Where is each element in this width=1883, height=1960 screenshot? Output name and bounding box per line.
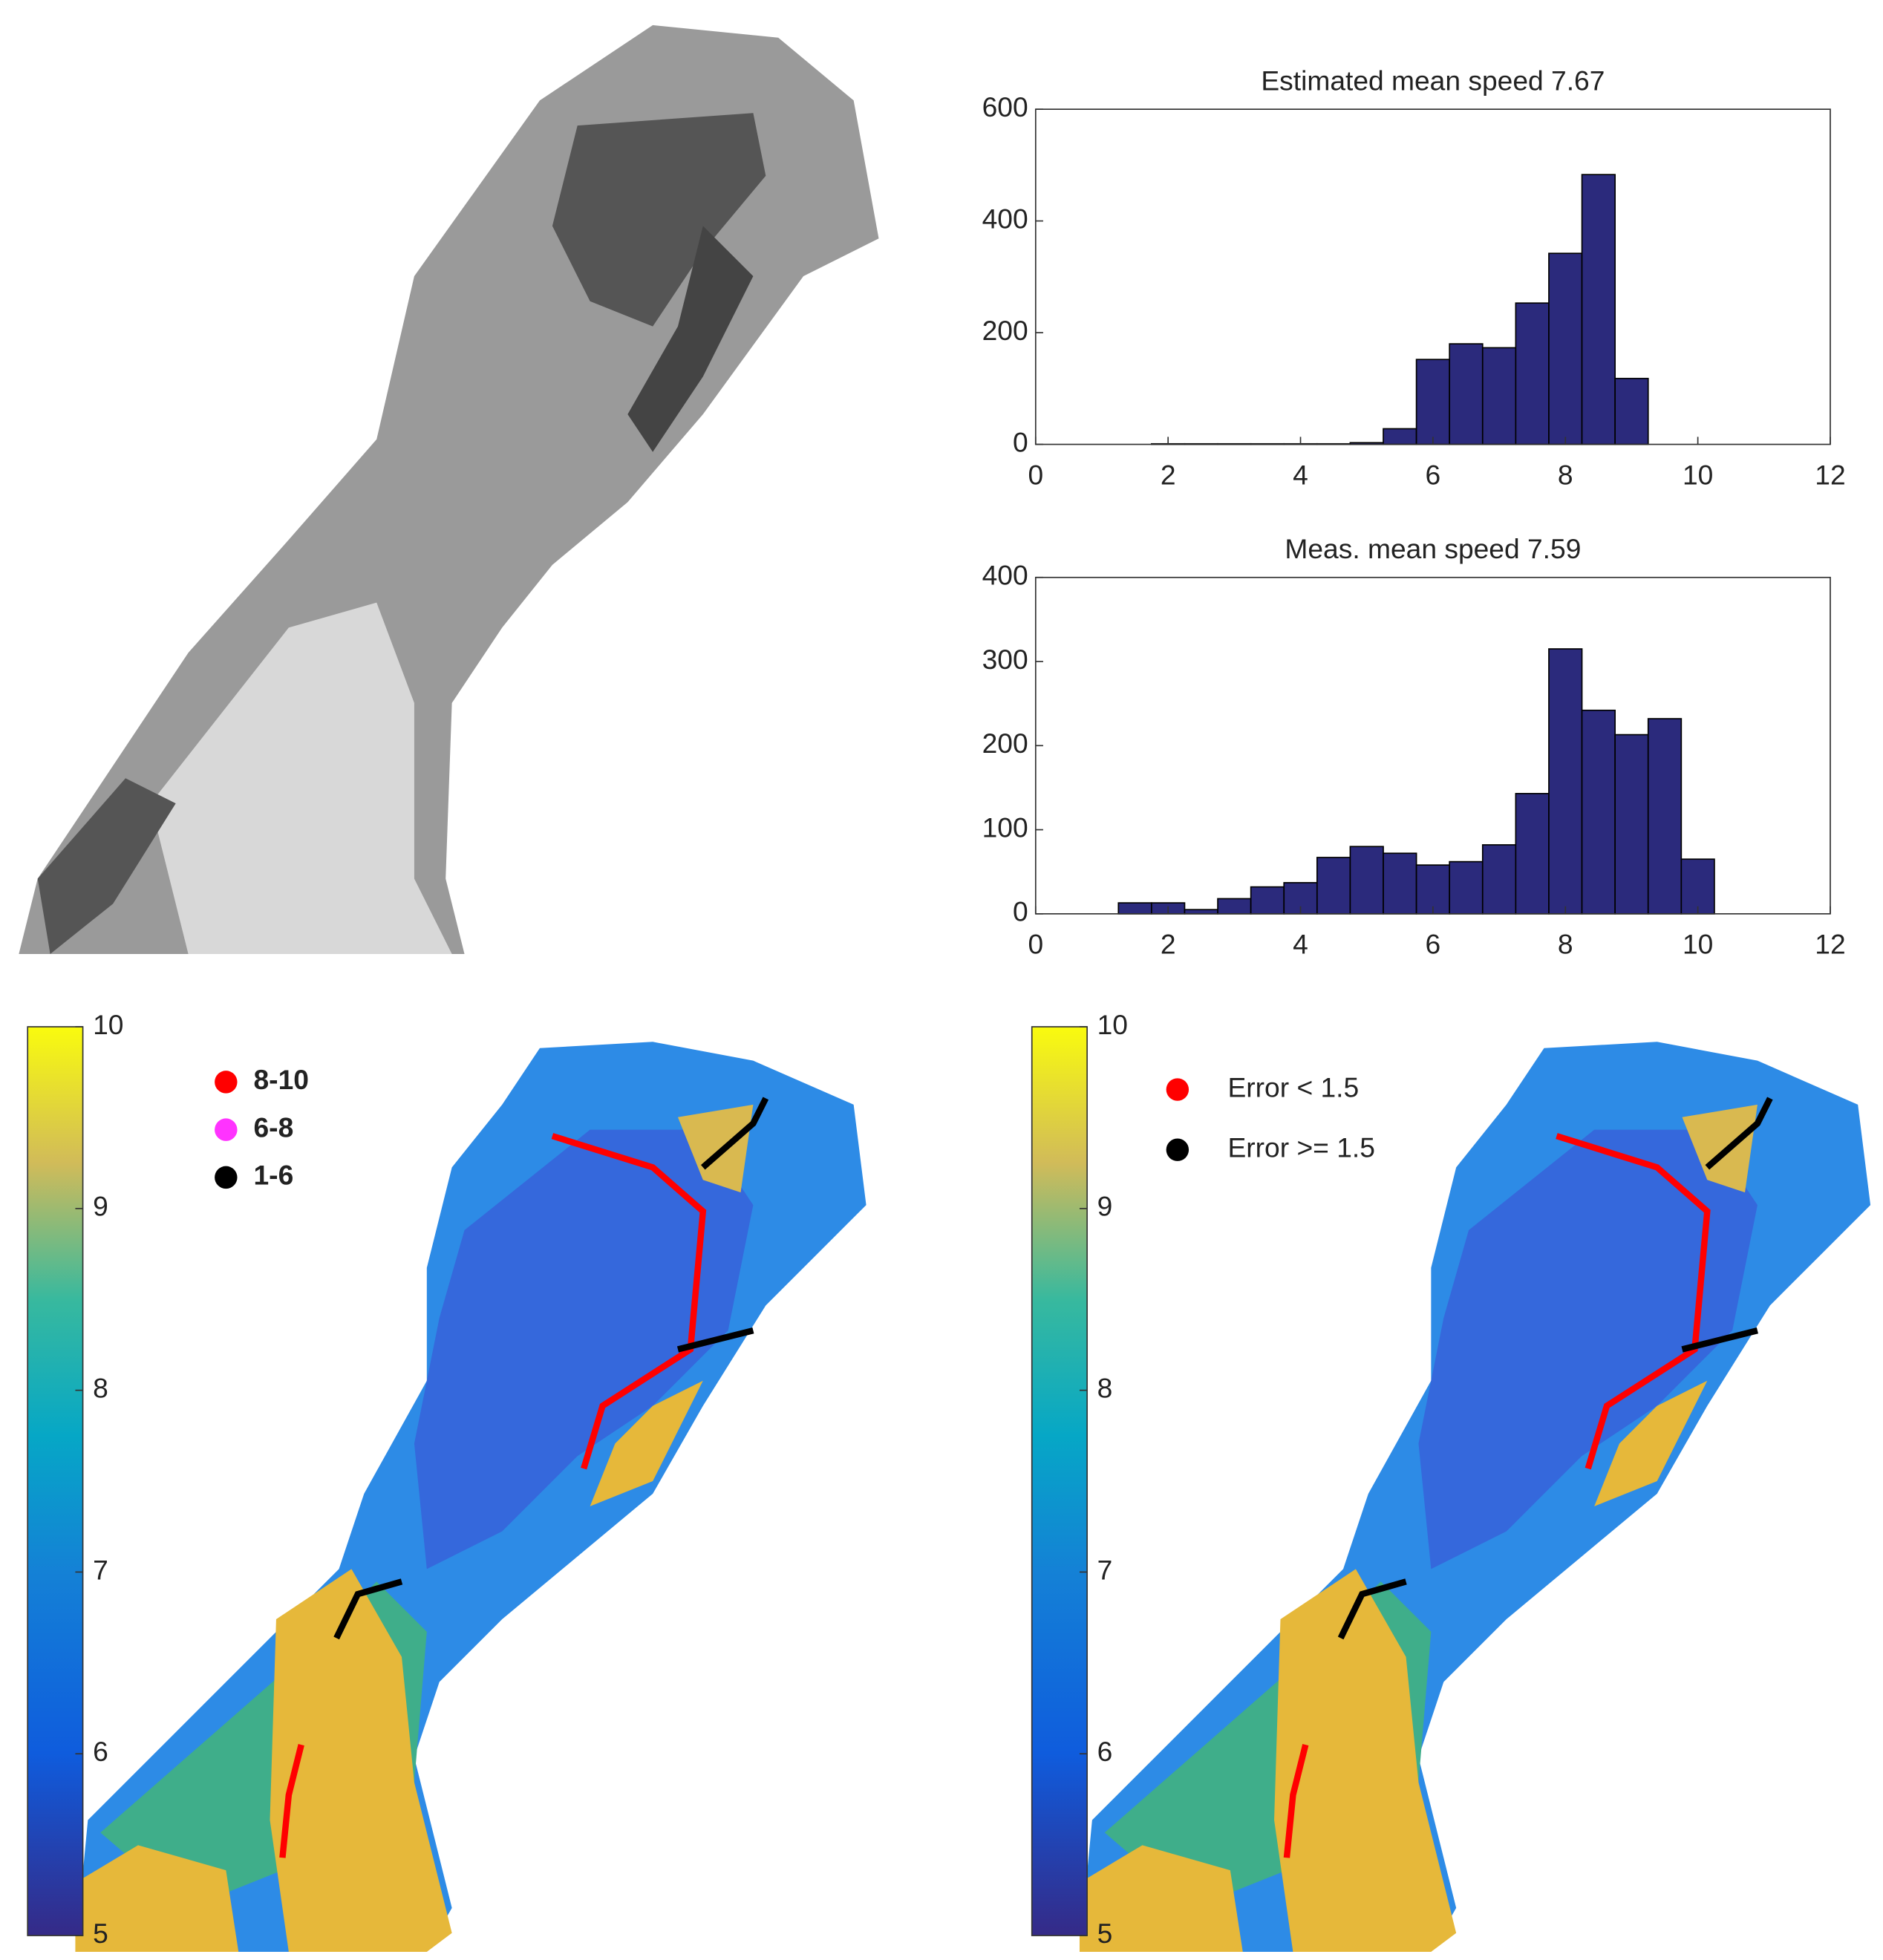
y-tick-label: 400 xyxy=(982,203,1028,234)
map-panel: 5 6 7 8 9 10 8-10 6-8 1-6 xyxy=(27,1009,867,1953)
bar xyxy=(1117,902,1152,915)
bar xyxy=(1614,377,1649,445)
colorbar xyxy=(1031,1026,1088,1936)
map-region xyxy=(1079,1845,1243,1953)
track xyxy=(333,1578,403,1640)
colorbar-tick-label: 8 xyxy=(93,1372,108,1403)
colorbar-tick-label: 5 xyxy=(93,1918,108,1949)
y-tick-label: 400 xyxy=(982,560,1028,591)
colorbar-tick-label: 7 xyxy=(93,1554,108,1585)
legend-label: Error >= 1.5 xyxy=(1227,1132,1374,1163)
bar xyxy=(1481,844,1517,915)
x-tick-label: 10 xyxy=(1683,459,1713,490)
y-tick-label: 100 xyxy=(982,811,1028,843)
colorbar-tick-label: 9 xyxy=(1097,1191,1113,1222)
x-tick-label: 4 xyxy=(1293,459,1308,490)
x-tick-label: 2 xyxy=(1161,929,1176,960)
colorbar-tick-label: 9 xyxy=(93,1191,108,1222)
track xyxy=(1705,1097,1773,1170)
colorbar-tick-label: 6 xyxy=(93,1736,108,1767)
map-region xyxy=(1682,1104,1758,1193)
bar xyxy=(1449,343,1484,445)
track xyxy=(1556,1133,1711,1470)
x-tick-label: 12 xyxy=(1815,459,1845,490)
y-tick-label: 200 xyxy=(982,315,1028,346)
track xyxy=(1681,1327,1758,1353)
track xyxy=(1283,1744,1309,1858)
colorbar-tick-label: 5 xyxy=(1097,1918,1113,1949)
legend-marker xyxy=(1166,1138,1189,1161)
grayscale-image xyxy=(19,24,879,954)
x-tick-label: 6 xyxy=(1426,459,1441,490)
bar xyxy=(1250,886,1285,915)
track xyxy=(676,1327,754,1353)
bar xyxy=(1349,846,1384,915)
x-tick-label: 0 xyxy=(1028,459,1043,490)
colorbar-tick-label: 8 xyxy=(1097,1372,1113,1403)
bar xyxy=(1647,718,1683,915)
bar xyxy=(1383,852,1417,915)
map-region xyxy=(1418,1129,1758,1569)
map-region xyxy=(414,1129,754,1569)
chart-title: Estimated mean speed 7.67 xyxy=(1261,65,1605,96)
bar xyxy=(1415,359,1451,445)
y-tick-label: 200 xyxy=(982,728,1028,759)
track xyxy=(700,1097,769,1170)
colorbar xyxy=(27,1026,84,1936)
bar xyxy=(1449,860,1484,915)
legend-label: Error < 1.5 xyxy=(1227,1071,1359,1102)
x-tick-label: 0 xyxy=(1028,929,1043,960)
map-region xyxy=(1274,1569,1457,1953)
map-region xyxy=(677,1104,754,1193)
x-tick-label: 12 xyxy=(1815,929,1845,960)
bar xyxy=(1217,898,1252,915)
colorbar-tick-label: 10 xyxy=(93,1009,123,1040)
x-tick-label: 10 xyxy=(1683,929,1713,960)
bar xyxy=(1614,734,1649,915)
colorbar-tick-label: 10 xyxy=(1097,1009,1128,1040)
x-tick-label: 6 xyxy=(1426,929,1441,960)
x-tick-label: 4 xyxy=(1293,929,1308,960)
x-tick-label: 2 xyxy=(1161,459,1176,490)
track xyxy=(551,1133,707,1470)
legend-label: 8-10 xyxy=(254,1064,309,1095)
track xyxy=(1337,1578,1407,1640)
bar xyxy=(1548,252,1583,445)
legend-marker xyxy=(215,1071,238,1094)
y-tick-label: 300 xyxy=(982,644,1028,675)
legend-marker xyxy=(1166,1078,1189,1101)
map-region xyxy=(75,1845,239,1953)
colorbar-tick-label: 7 xyxy=(1097,1554,1113,1585)
legend-label: 1-6 xyxy=(254,1160,294,1191)
bar xyxy=(1548,648,1583,915)
bar xyxy=(1680,858,1715,915)
track xyxy=(279,1744,304,1858)
map-region xyxy=(270,1569,452,1953)
bar xyxy=(1581,174,1616,445)
map-region xyxy=(1594,1380,1708,1506)
chart-title: Meas. mean speed 7.59 xyxy=(1285,533,1581,564)
bar xyxy=(1383,428,1417,445)
y-tick-label: 0 xyxy=(1013,896,1028,927)
map-region xyxy=(590,1380,703,1506)
y-tick-label: 0 xyxy=(1013,426,1028,457)
x-tick-label: 8 xyxy=(1558,929,1573,960)
bar xyxy=(1481,347,1517,445)
bar xyxy=(1515,302,1550,445)
legend-marker xyxy=(215,1118,238,1141)
bar xyxy=(1515,793,1550,915)
bar xyxy=(1316,857,1351,915)
legend-label: 6-8 xyxy=(254,1111,294,1143)
bar xyxy=(1581,709,1616,915)
colorbar-tick-label: 6 xyxy=(1097,1736,1113,1767)
y-tick-label: 600 xyxy=(982,91,1028,122)
x-tick-label: 8 xyxy=(1558,459,1573,490)
map-panel: 5 6 7 8 9 10 Error < 1.5 Error >= 1.5 xyxy=(1031,1009,1871,1953)
legend-marker xyxy=(215,1166,238,1189)
bar xyxy=(1184,909,1218,915)
